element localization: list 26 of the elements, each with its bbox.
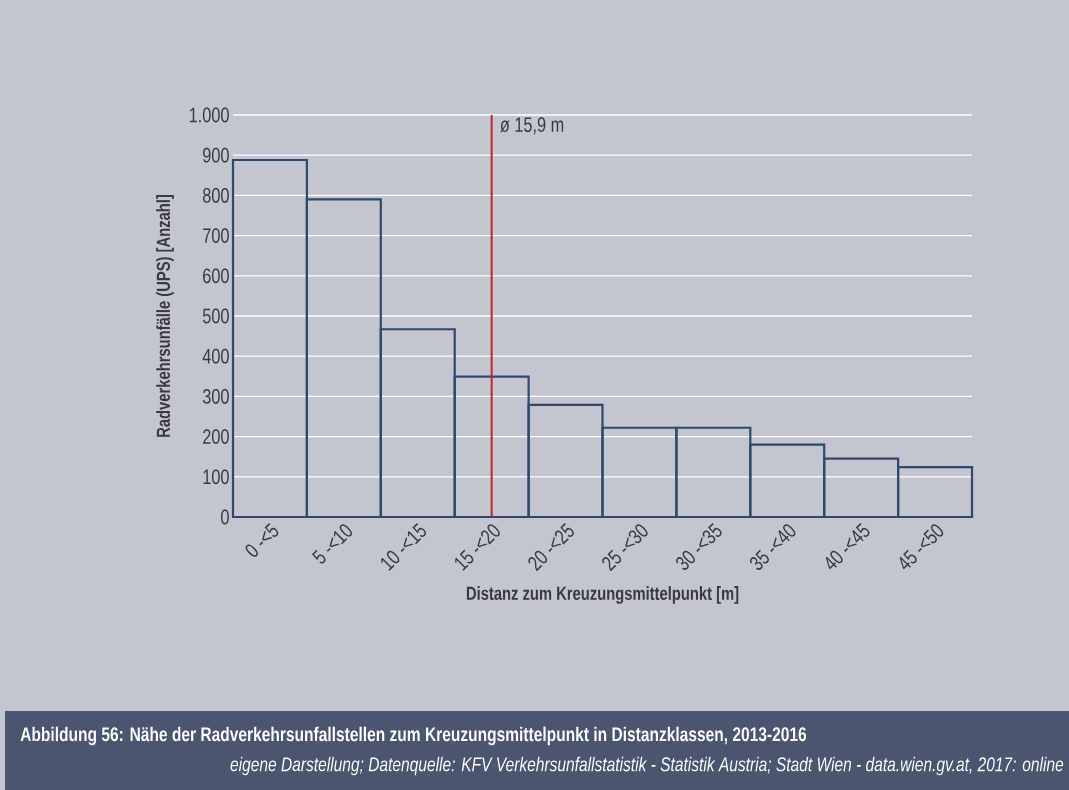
y-tick-label: 800 [202,187,229,203]
y-tick-label: 900 [203,147,229,163]
ref-line-label: ø 15,9 m [500,117,564,135]
x-tick-label: 40 -<45 [825,523,870,570]
x-tick-label: 15 -<20 [455,524,500,571]
y-tick-label: 300 [202,388,229,404]
x-axis-title: Distanz zum Kreuzungsmittelpunkt [m] [466,586,739,604]
x-tick-label: 10 -<15 [381,523,427,571]
y-tick-label: 0 [221,509,229,525]
x-tick-label: 25 -<30 [602,524,648,572]
y-tick-label: 700 [203,228,229,243]
y-tick-label: 100 [203,469,229,485]
x-tick-label: 5 -<10 [311,524,353,564]
y-tick-label: 200 [203,429,229,444]
x-tick-label: 35 -<40 [749,524,796,570]
y-axis-title: Radverkehrsunfälle (UPS) [Anzahl] [156,195,174,437]
x-tick-label: 45 -<50 [899,524,944,570]
y-tick-label: 600 [203,268,229,284]
y-tick-label: 1.000 [189,107,229,123]
text: eigene Darstellung; Datenquelle: KFV Verkehrsunfallstatistik - Statistik Austria; Stadt Wien - data.wien.gv.at, 2017: online [230,756,1064,776]
y-tick-label: 500 [202,308,229,324]
x-tick-label: 0 -<5 [245,523,279,557]
y-tick-label: 400 [202,348,229,364]
x-tick-label: 30 -<35 [676,523,722,570]
text: Abbildung 56: Nähe der Radverkehrsunfallstellen zum Kreuzungsmittelpunkt in Distanzklassen, 2013-2016 [20,726,807,746]
x-tick-label: 20 -<25 [528,523,574,572]
